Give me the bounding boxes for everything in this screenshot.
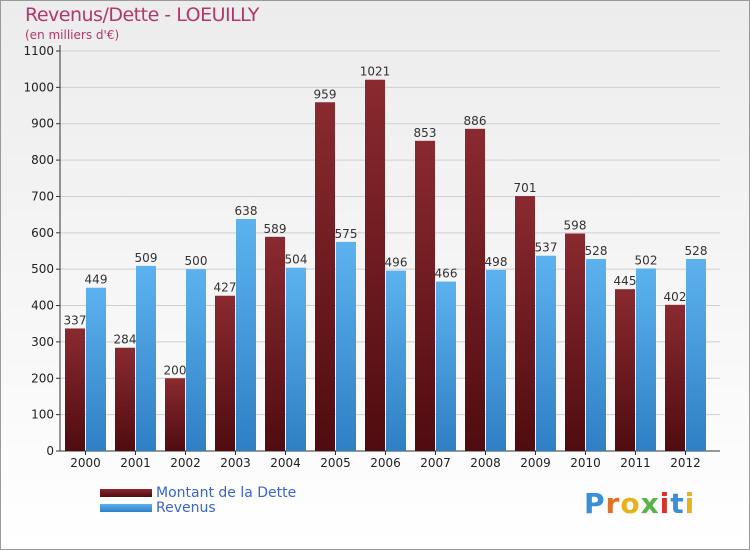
bar-revenue <box>386 270 406 451</box>
data-label-debt: 200 <box>164 363 187 377</box>
bar-debt <box>65 328 85 451</box>
data-label-debt: 701 <box>514 181 537 195</box>
data-label-revenue: 537 <box>535 241 558 255</box>
x-tick-label: 2000 <box>70 456 101 470</box>
data-label-debt: 337 <box>64 313 87 327</box>
bar-debt <box>615 289 635 451</box>
data-label-revenue: 449 <box>85 273 108 287</box>
y-tick-label: 700 <box>31 189 54 203</box>
x-tick-label: 2008 <box>470 456 501 470</box>
bar-revenue <box>486 269 506 451</box>
data-label-revenue: 504 <box>285 253 308 267</box>
bar-debt <box>665 304 685 451</box>
x-tick-label: 2006 <box>370 456 401 470</box>
bar-revenue <box>286 267 306 451</box>
data-label-revenue: 500 <box>185 254 208 268</box>
legend-item-revenue: Revenus <box>100 499 296 516</box>
logo-letter: i <box>684 487 696 520</box>
bar-revenue <box>186 269 206 451</box>
bar-revenue <box>336 241 356 451</box>
bar-debt <box>365 79 385 452</box>
data-label-debt: 853 <box>414 126 437 140</box>
data-label-debt: 1021 <box>360 65 391 79</box>
data-label-revenue: 528 <box>585 244 608 258</box>
x-tick-label: 2010 <box>570 456 601 470</box>
bar-revenue <box>136 265 156 451</box>
logo-letter: x <box>640 487 660 520</box>
data-label-revenue: 509 <box>135 251 158 265</box>
legend-swatch-revenue <box>100 503 152 512</box>
bar-debt <box>465 128 485 451</box>
bar-debt <box>315 102 335 451</box>
data-label-revenue: 638 <box>235 204 258 218</box>
bar-debt <box>415 140 435 451</box>
logo-letter: i <box>659 487 671 520</box>
x-tick-label: 2004 <box>270 456 301 470</box>
bar-revenue <box>436 281 456 451</box>
legend-item-debt: Montant de la Dette <box>100 484 297 501</box>
x-tick-label: 2001 <box>120 456 151 470</box>
logo-letter: t <box>670 487 685 520</box>
y-tick-label: 600 <box>31 226 54 240</box>
y-tick-label: 1000 <box>23 80 54 94</box>
bar-debt <box>515 196 535 451</box>
data-label-revenue: 528 <box>685 244 708 258</box>
y-tick-label: 0 <box>46 444 54 458</box>
y-tick-label: 800 <box>31 153 54 167</box>
data-label-debt: 402 <box>664 290 687 304</box>
y-tick-label: 100 <box>31 408 54 422</box>
x-tick-label: 2007 <box>420 456 451 470</box>
y-tick-label: 200 <box>31 371 54 385</box>
bar-debt <box>165 378 185 451</box>
y-tick-label: 900 <box>31 117 54 131</box>
y-tick-label: 400 <box>31 299 54 313</box>
data-label-debt: 959 <box>314 87 337 101</box>
x-tick-label: 2009 <box>520 456 551 470</box>
x-tick-label: 2012 <box>670 456 701 470</box>
bar-revenue <box>536 255 556 451</box>
data-label-revenue: 466 <box>435 267 458 281</box>
data-label-debt: 598 <box>564 219 587 233</box>
bar-debt <box>565 233 585 451</box>
bar-debt <box>265 236 285 451</box>
y-tick-label: 1100 <box>23 44 54 58</box>
data-label-debt: 589 <box>264 222 287 236</box>
legend-label-revenue: Revenus <box>156 499 216 516</box>
legend: Montant de la Dette Revenus <box>100 484 297 516</box>
data-label-debt: 886 <box>464 114 487 128</box>
bar-revenue <box>636 268 656 451</box>
data-label-revenue: 575 <box>335 227 358 241</box>
data-label-revenue: 498 <box>485 255 508 269</box>
logo-letter: r <box>605 487 621 520</box>
data-label-debt: 445 <box>614 274 637 288</box>
proxiti-logo: Proxiti <box>584 487 695 520</box>
bar-debt <box>215 295 235 451</box>
x-tick-label: 2003 <box>220 456 251 470</box>
chart-title: Revenus/Dette - LOEUILLY <box>25 4 259 26</box>
bar-revenue <box>236 219 256 451</box>
y-tick-label: 500 <box>31 262 54 276</box>
data-label-revenue: 502 <box>635 253 658 267</box>
x-tick-label: 2005 <box>320 456 351 470</box>
x-tick-label: 2011 <box>620 456 651 470</box>
bar-debt <box>115 347 135 451</box>
legend-label-debt: Montant de la Dette <box>156 484 297 501</box>
bar-revenue <box>86 287 106 451</box>
x-tick-label: 2002 <box>170 456 201 470</box>
bar-revenue <box>586 259 606 451</box>
y-tick-label: 300 <box>31 335 54 349</box>
data-label-debt: 427 <box>214 281 237 295</box>
legend-swatch-debt <box>100 488 152 497</box>
logo-letter: o <box>620 487 641 520</box>
chart-subtitle: (en milliers d'€) <box>25 28 120 42</box>
logo-letter: P <box>584 487 606 520</box>
bar-revenue <box>686 259 706 451</box>
data-label-debt: 284 <box>114 333 137 347</box>
data-label-revenue: 496 <box>385 256 408 270</box>
